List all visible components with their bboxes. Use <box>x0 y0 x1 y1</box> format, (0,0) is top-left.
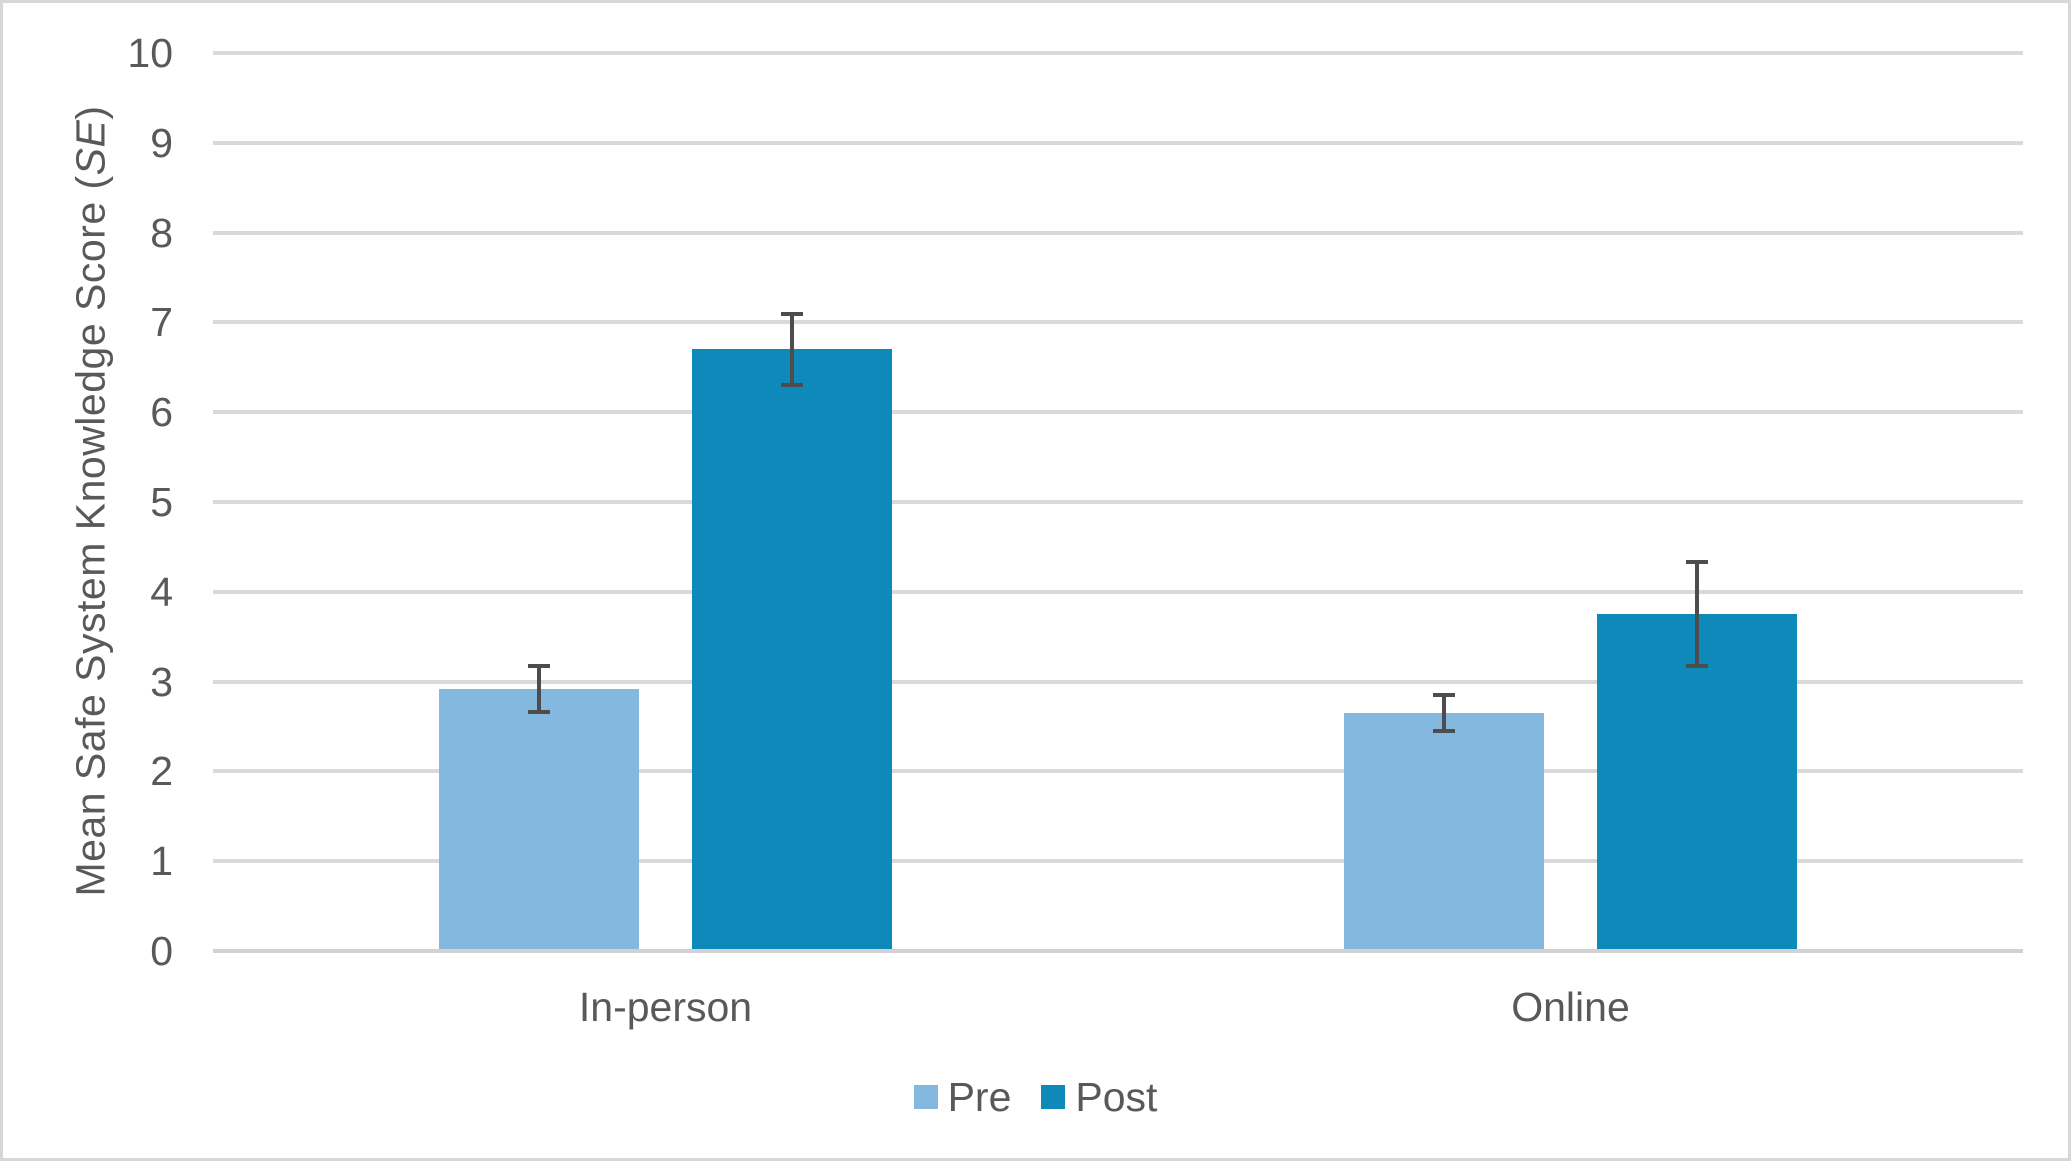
y-axis-title-suffix: ) <box>67 105 114 120</box>
error-bar-post-online <box>1597 560 1797 669</box>
error-bar-cap-bottom <box>781 383 803 388</box>
legend-swatch-pre <box>913 1085 938 1109</box>
legend-item-post: Post <box>1041 1074 1157 1121</box>
bar-pre-online <box>1344 713 1544 951</box>
y-tick-label-2: 2 <box>150 748 173 795</box>
y-tick-label-0: 0 <box>150 928 173 974</box>
x-axis-line <box>213 949 2023 953</box>
y-tick-label-7: 7 <box>150 299 173 346</box>
y-tick-label-9: 9 <box>150 119 173 166</box>
gridline-y-2 <box>213 769 2023 774</box>
bar-post-in-person <box>692 349 892 951</box>
gridline-y-5 <box>213 500 2023 504</box>
y-tick-label-6: 6 <box>150 389 173 436</box>
gridline-y-10 <box>213 51 2023 55</box>
legend: Pre Post <box>3 1073 2068 1121</box>
error-bar-cap-top <box>528 663 550 668</box>
error-bar-cap-bottom <box>528 709 550 714</box>
error-bar-cap-bottom <box>1433 728 1455 733</box>
y-tick-label-10: 10 <box>127 30 173 76</box>
gridline-y-1 <box>213 859 2023 864</box>
y-tick-label-4: 4 <box>150 568 173 615</box>
error-bar-cap-bottom <box>1686 664 1708 669</box>
x-category-label-online: Online <box>1511 984 1630 1030</box>
y-tick-label-1: 1 <box>150 838 173 885</box>
bar-post-online <box>1597 614 1797 951</box>
legend-item-pre: Pre <box>913 1073 1012 1121</box>
y-tick-label-3: 3 <box>150 658 173 705</box>
legend-label-post: Post <box>1075 1073 1158 1120</box>
error-bar-line <box>537 663 541 714</box>
error-bar-line <box>790 311 794 388</box>
bar-pre-in-person <box>439 688 639 951</box>
gridline-y-9 <box>213 140 2023 145</box>
error-bar-line <box>1442 693 1446 733</box>
error-bar-post-in-person <box>692 311 892 388</box>
error-bar-line <box>1695 560 1699 669</box>
gridline-y-6 <box>213 410 2023 415</box>
legend-swatch-post <box>1041 1085 1066 1109</box>
gridline-y-8 <box>213 230 2023 235</box>
error-bar-cap-top <box>781 311 803 316</box>
error-bar-pre-online <box>1344 693 1544 733</box>
error-bar-pre-in-person <box>439 663 639 714</box>
gridline-y-7 <box>213 320 2023 325</box>
y-tick-label-8: 8 <box>150 209 173 256</box>
x-category-label-in-person: In-person <box>578 984 753 1030</box>
error-bar-cap-top <box>1433 693 1455 698</box>
gridline-y-3 <box>213 679 2023 684</box>
error-bar-cap-top <box>1686 560 1708 565</box>
y-tick-label-5: 5 <box>150 479 173 525</box>
gridline-y-4 <box>213 589 2023 594</box>
legend-label-pre: Pre <box>947 1073 1012 1120</box>
